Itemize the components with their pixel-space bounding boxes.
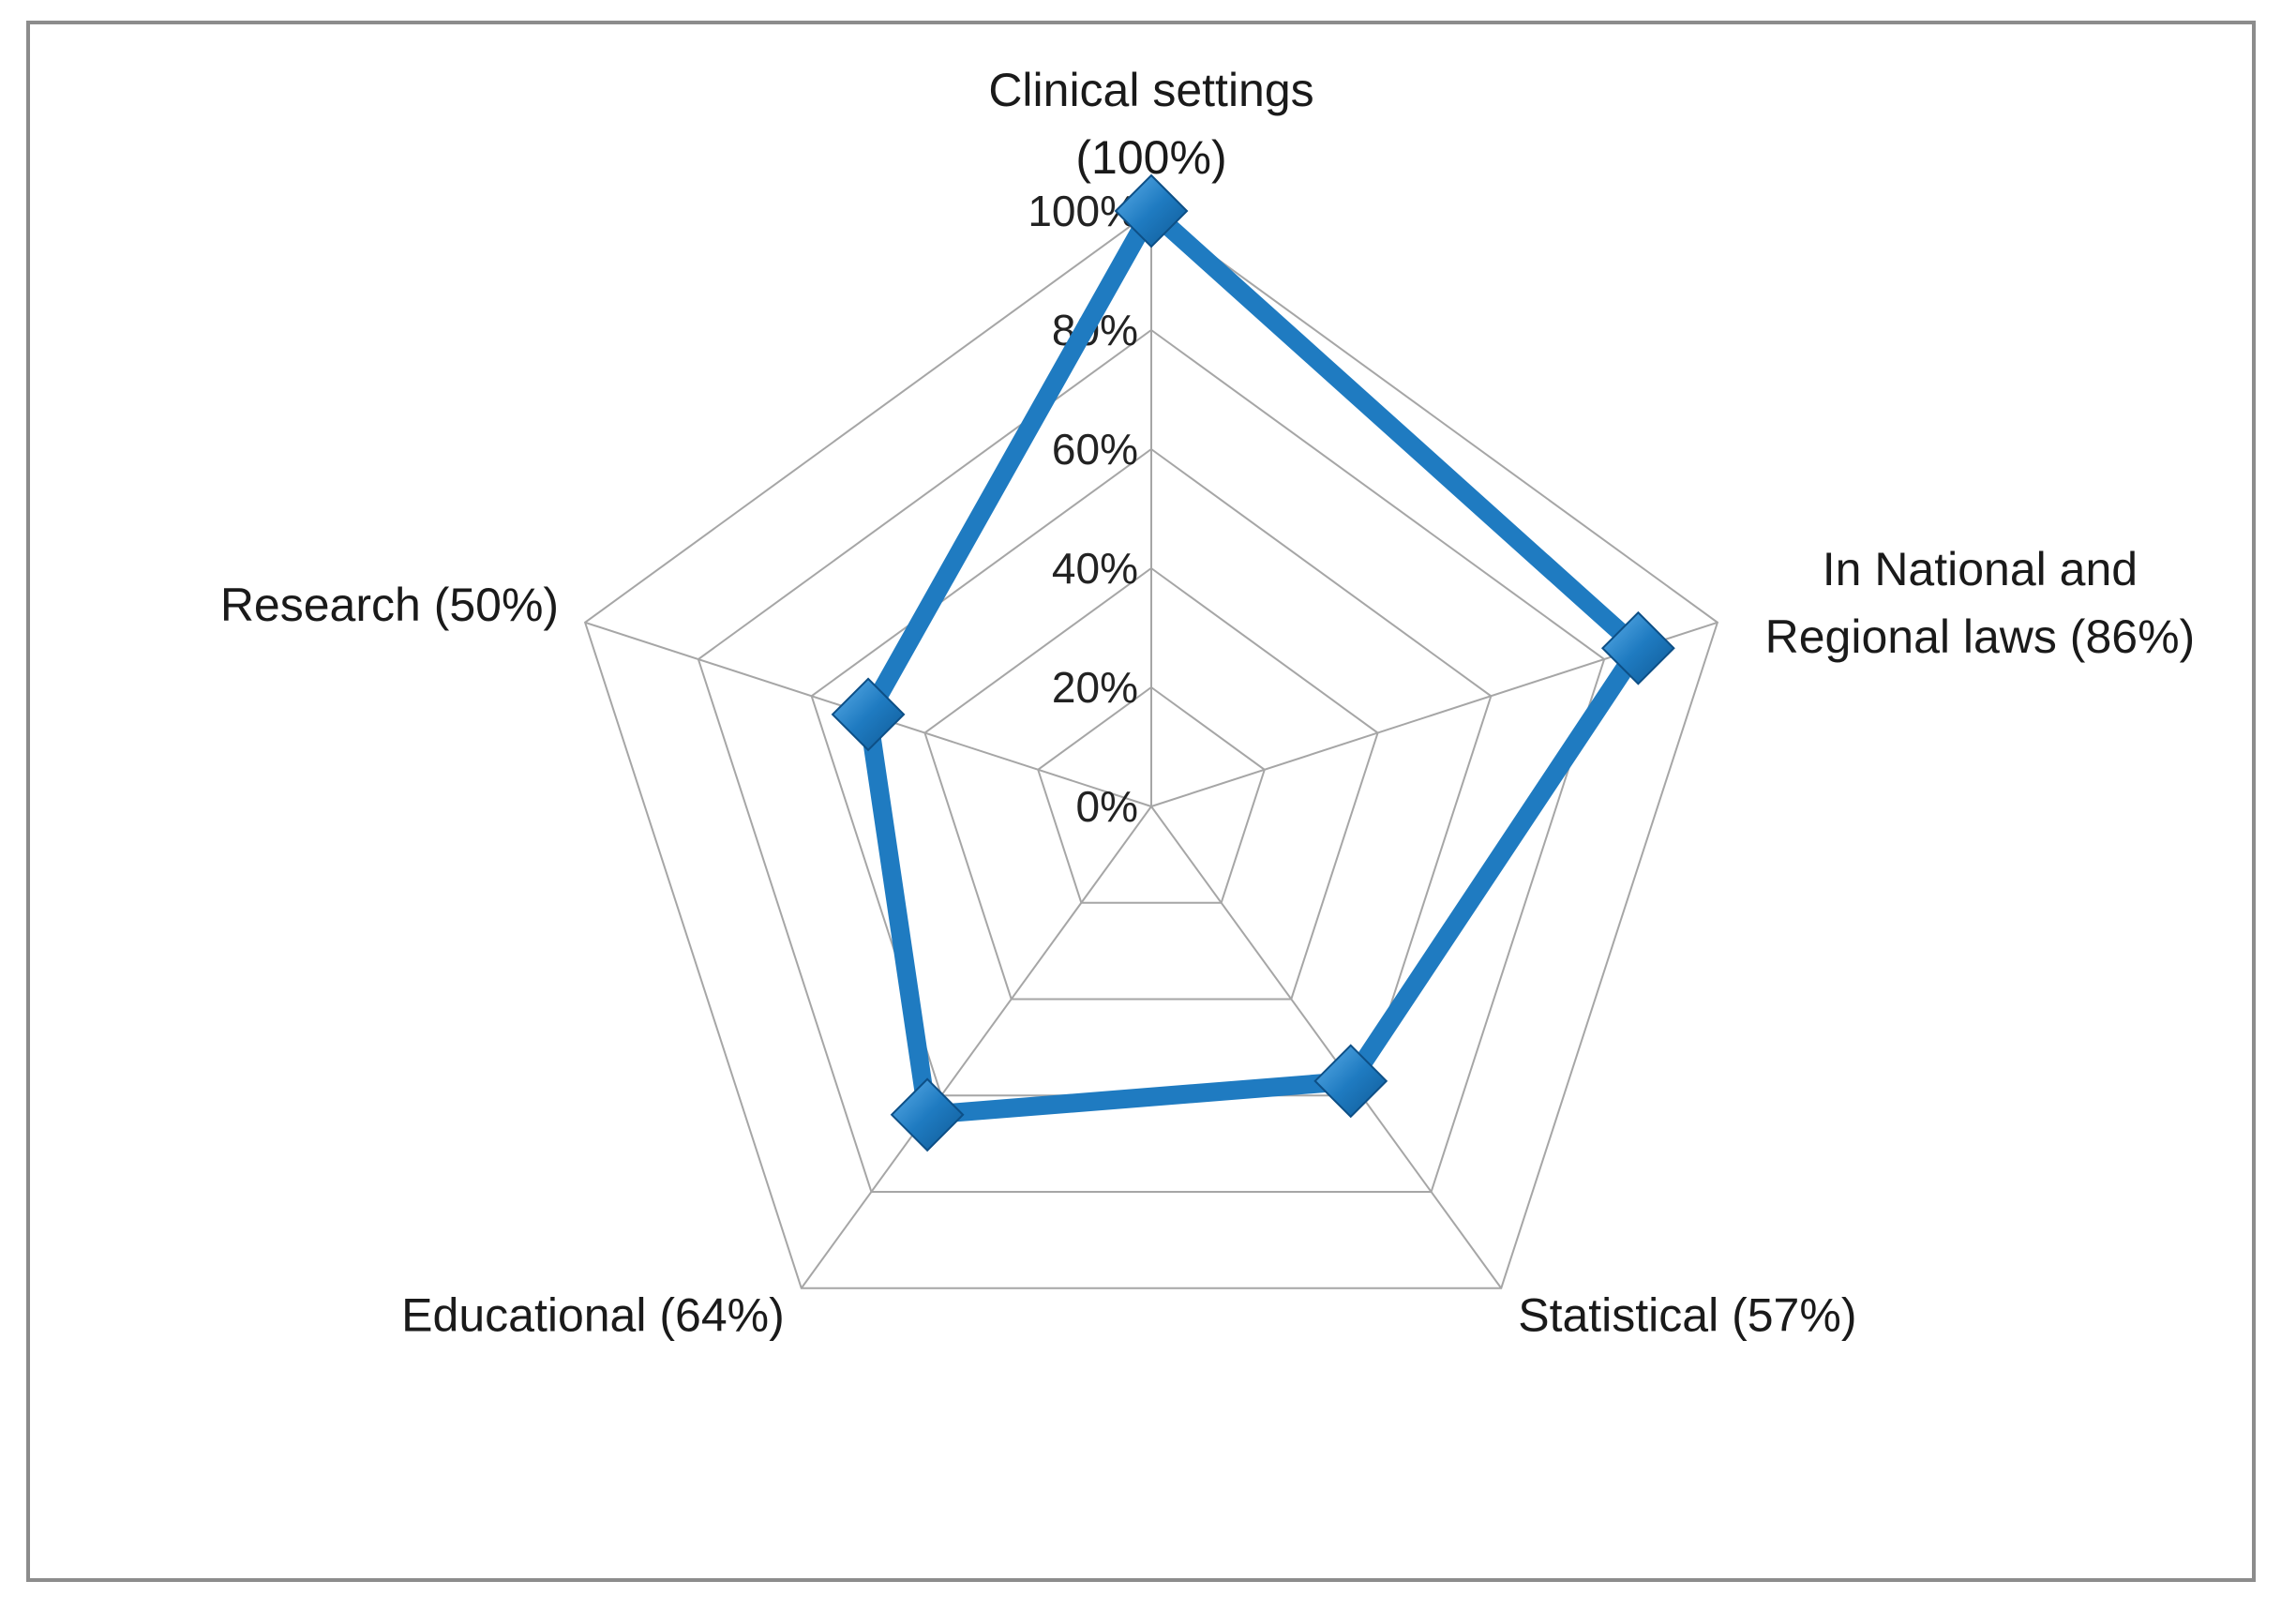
radar-series xyxy=(859,202,1648,1124)
grid-ring-100 xyxy=(583,209,1719,1289)
category-labels: Clinical settings (100%) In National and Re… xyxy=(220,64,2195,1342)
category-label: Research (50%) xyxy=(220,579,559,631)
radial-tick-label: 0% xyxy=(1076,782,1138,831)
grid-ring-40 xyxy=(923,566,1379,1001)
radial-tick-label: 60% xyxy=(1052,425,1138,474)
radial-tick-label: 20% xyxy=(1052,663,1138,712)
data-point-marker xyxy=(890,1077,965,1152)
radar-spokes xyxy=(584,211,1718,1289)
series-line xyxy=(859,202,1648,1124)
spoke-3 xyxy=(800,806,1152,1289)
category-label: Clinical settings (100%) xyxy=(988,64,1313,184)
data-point-marker xyxy=(1114,173,1189,248)
radar-markers xyxy=(831,173,1675,1152)
data-point-marker xyxy=(831,677,906,752)
category-label: Statistical (57%) xyxy=(1518,1289,1856,1342)
category-label: In National and Regional laws (86%) xyxy=(1765,543,2196,663)
radial-tick-labels: 0%20%40%60%80%100% xyxy=(1028,187,1138,831)
grid-ring-80 xyxy=(697,328,1606,1193)
radar-grid xyxy=(583,209,1719,1289)
chart-frame xyxy=(26,21,2256,1582)
category-label: Educational (64%) xyxy=(401,1289,785,1342)
data-point-marker xyxy=(1313,1044,1388,1119)
grid-ring-20 xyxy=(1037,685,1266,904)
radial-tick-label: 40% xyxy=(1052,544,1138,593)
spoke-2 xyxy=(1150,806,1503,1289)
data-point-marker xyxy=(1600,610,1675,685)
